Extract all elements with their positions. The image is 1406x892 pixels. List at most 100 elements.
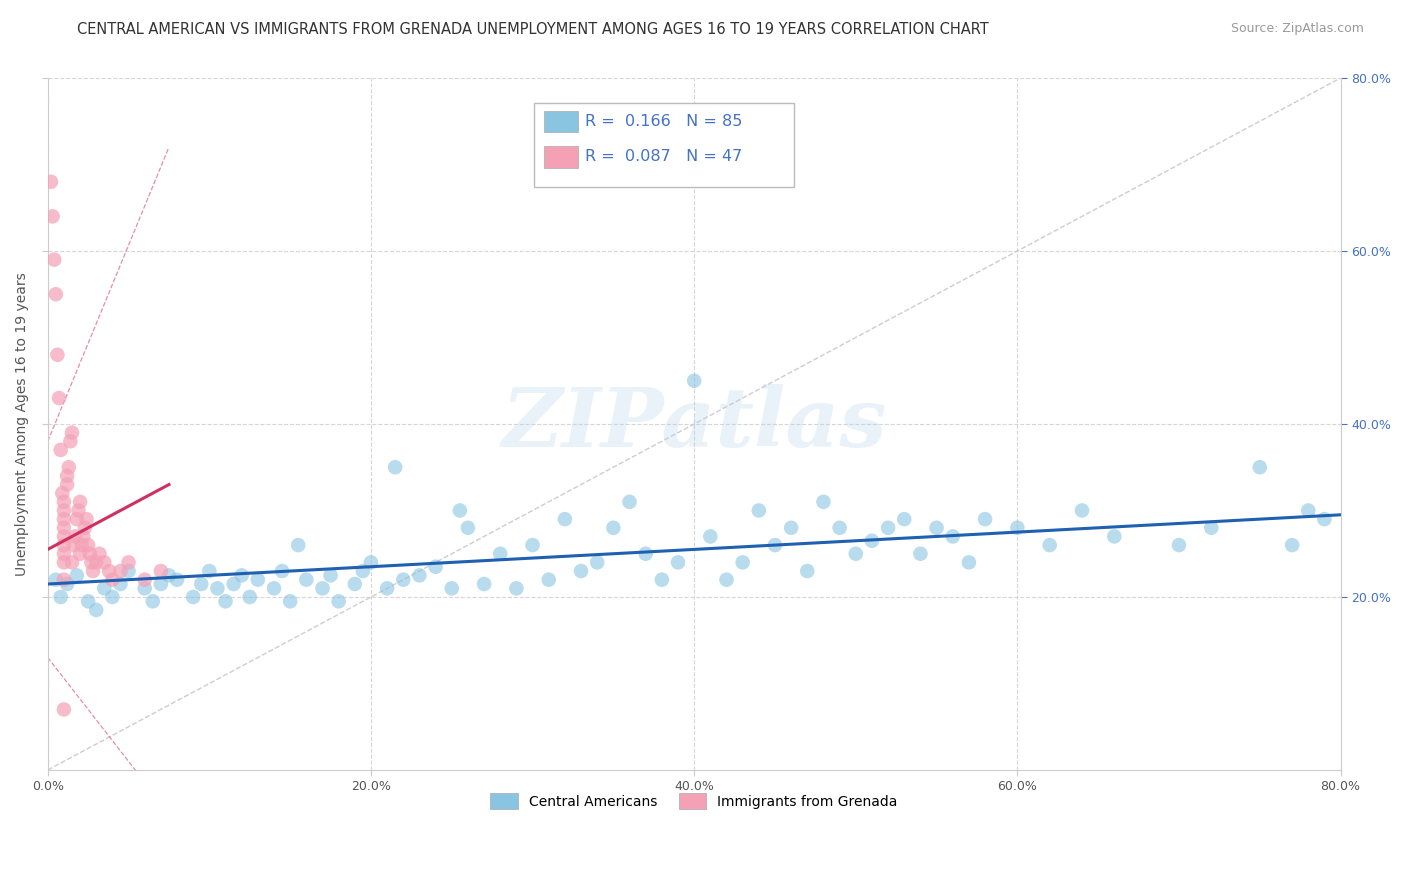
Text: R =  0.166   N = 85: R = 0.166 N = 85	[585, 114, 742, 128]
Point	[384, 460, 406, 475]
Point	[66, 512, 89, 526]
Point	[1313, 512, 1336, 526]
Point	[69, 495, 91, 509]
Point	[651, 573, 673, 587]
Point	[1071, 503, 1094, 517]
Point	[52, 495, 75, 509]
Point	[149, 577, 172, 591]
Point	[910, 547, 932, 561]
Point	[263, 582, 285, 596]
Point	[1201, 521, 1223, 535]
Point	[84, 555, 107, 569]
Point	[134, 573, 156, 587]
Point	[440, 582, 463, 596]
Point	[134, 582, 156, 596]
Point	[780, 521, 803, 535]
Point	[52, 573, 75, 587]
Point	[489, 547, 512, 561]
Point	[101, 573, 124, 587]
Point	[48, 391, 70, 405]
Point	[181, 590, 204, 604]
Point	[328, 594, 350, 608]
Point	[319, 568, 342, 582]
Point	[505, 582, 527, 596]
Point	[207, 582, 229, 596]
Point	[375, 582, 398, 596]
Point	[101, 590, 124, 604]
Point	[1168, 538, 1191, 552]
Point	[1296, 503, 1319, 517]
Point	[699, 529, 721, 543]
Point	[52, 702, 75, 716]
Point	[352, 564, 374, 578]
Point	[79, 547, 101, 561]
Point	[634, 547, 657, 561]
Point	[77, 594, 100, 608]
Point	[52, 555, 75, 569]
Point	[619, 495, 641, 509]
Point	[82, 564, 104, 578]
Point	[222, 577, 245, 591]
Point	[311, 582, 333, 596]
Point	[98, 564, 121, 578]
Point	[76, 512, 98, 526]
Point	[67, 503, 90, 517]
Point	[974, 512, 997, 526]
Point	[62, 538, 84, 552]
Point	[925, 521, 948, 535]
Point	[58, 460, 80, 475]
Point	[65, 529, 87, 543]
Point	[246, 573, 269, 587]
Point	[51, 486, 73, 500]
Text: CENTRAL AMERICAN VS IMMIGRANTS FROM GRENADA UNEMPLOYMENT AMONG AGES 16 TO 19 YEA: CENTRAL AMERICAN VS IMMIGRANTS FROM GREN…	[77, 22, 988, 37]
Point	[117, 555, 139, 569]
Point	[59, 434, 82, 449]
Point	[683, 374, 706, 388]
Point	[239, 590, 262, 604]
Point	[877, 521, 900, 535]
Point	[813, 495, 835, 509]
Point	[569, 564, 592, 578]
Point	[271, 564, 294, 578]
Point	[69, 547, 91, 561]
Point	[73, 521, 96, 535]
Point	[52, 521, 75, 535]
Point	[39, 175, 62, 189]
Point	[602, 521, 624, 535]
Point	[56, 577, 79, 591]
Point	[586, 555, 609, 569]
Point	[449, 503, 471, 517]
Point	[392, 573, 415, 587]
Point	[93, 582, 115, 596]
Point	[1249, 460, 1271, 475]
Point	[70, 538, 93, 552]
Point	[52, 529, 75, 543]
Point	[166, 573, 188, 587]
Point	[343, 577, 366, 591]
Point	[89, 547, 111, 561]
Point	[80, 555, 103, 569]
Point	[716, 573, 738, 587]
Point	[214, 594, 236, 608]
Point	[845, 547, 868, 561]
Point	[44, 252, 66, 267]
Point	[93, 555, 115, 569]
Point	[84, 603, 107, 617]
Point	[190, 577, 212, 591]
Point	[1281, 538, 1303, 552]
Point	[796, 564, 818, 578]
Point	[45, 287, 67, 301]
Point	[287, 538, 309, 552]
Point	[278, 594, 301, 608]
Point	[828, 521, 851, 535]
Point	[1039, 538, 1062, 552]
Point	[893, 512, 915, 526]
Point	[295, 573, 318, 587]
Point	[537, 573, 560, 587]
Point	[52, 503, 75, 517]
Point	[666, 555, 689, 569]
Text: Source: ZipAtlas.com: Source: ZipAtlas.com	[1230, 22, 1364, 36]
Point	[66, 568, 89, 582]
Point	[522, 538, 544, 552]
Text: ZIPatlas: ZIPatlas	[502, 384, 887, 464]
